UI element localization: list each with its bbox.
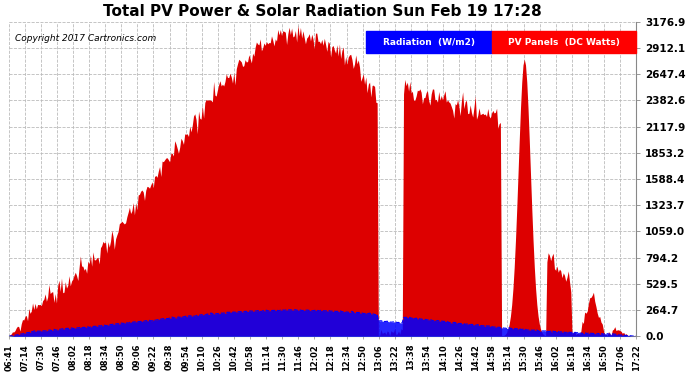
Text: PV Panels  (DC Watts): PV Panels (DC Watts) [508,38,620,46]
Text: Radiation  (W/m2): Radiation (W/m2) [383,38,475,46]
Text: Copyright 2017 Cartronics.com: Copyright 2017 Cartronics.com [15,34,156,43]
FancyBboxPatch shape [492,31,636,53]
Title: Total PV Power & Solar Radiation Sun Feb 19 17:28: Total PV Power & Solar Radiation Sun Feb… [103,4,542,19]
FancyBboxPatch shape [366,31,492,53]
